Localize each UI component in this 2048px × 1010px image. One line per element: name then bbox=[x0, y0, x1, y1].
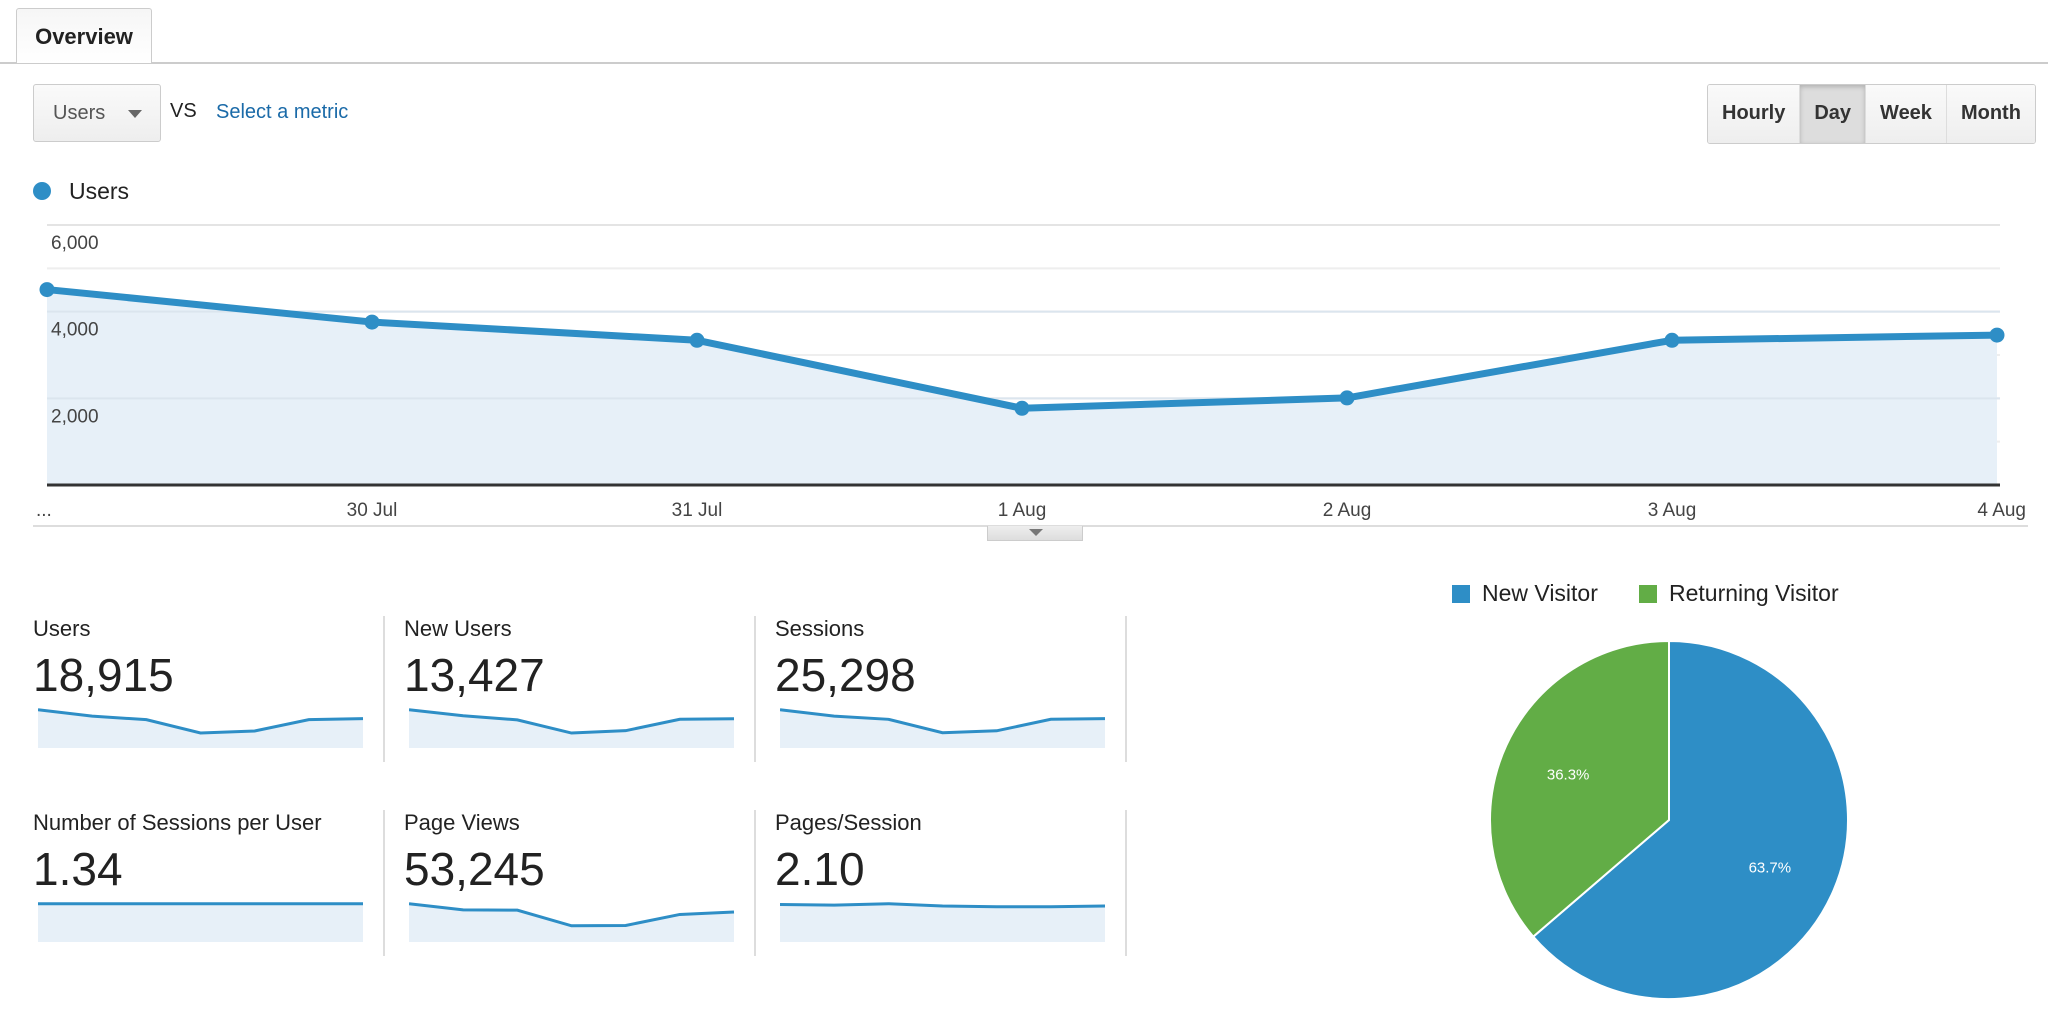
metric-label: Sessions bbox=[775, 616, 865, 641]
x-tick-label: 30 Jul bbox=[347, 500, 398, 521]
y-tick-label: 2,000 bbox=[51, 406, 99, 427]
tile-separator bbox=[754, 616, 756, 762]
data-point bbox=[39, 282, 55, 298]
x-tick-label: 3 Aug bbox=[1648, 500, 1697, 521]
sparkline-line bbox=[780, 708, 1106, 735]
pie-legend-returning: Returning Visitor bbox=[1639, 580, 1839, 607]
metric-label: Pages/Session bbox=[775, 810, 922, 835]
tile-separator bbox=[383, 616, 385, 762]
data-point bbox=[364, 314, 380, 330]
chevron-down-icon bbox=[1029, 529, 1043, 536]
metric-select-value: Users bbox=[53, 102, 106, 124]
tab-divider bbox=[0, 62, 2048, 64]
sparkline-area bbox=[409, 903, 734, 942]
pie-slice-label: 63.7% bbox=[1749, 859, 1792, 876]
area-fill bbox=[47, 289, 1997, 485]
legend-label: Users bbox=[69, 178, 130, 204]
x-tick-label: 4 Aug bbox=[1977, 500, 2026, 521]
data-point bbox=[1014, 400, 1030, 416]
tile-separator bbox=[383, 810, 385, 956]
month-button[interactable]: Month bbox=[1945, 85, 2035, 143]
y-tick-label: 6,000 bbox=[51, 233, 99, 254]
day-button[interactable]: Day bbox=[1799, 85, 1866, 143]
metric-label: New Users bbox=[404, 616, 512, 641]
data-point bbox=[689, 332, 705, 348]
sparkline-line bbox=[780, 902, 1106, 909]
metric-value: 25,298 bbox=[775, 649, 916, 701]
visitor-pie-chart: 63.7% 36.3% bbox=[1489, 639, 1849, 1000]
chart-expand-toggle[interactable] bbox=[987, 526, 1083, 541]
vs-label: VS bbox=[170, 100, 197, 122]
select-metric-link[interactable]: Select a metric bbox=[216, 101, 349, 123]
metric-value: 53,245 bbox=[404, 843, 545, 895]
metric-tile[interactable]: Number of Sessions per User 1.34 bbox=[33, 810, 373, 942]
sparkline-area bbox=[38, 903, 363, 942]
metric-label: Users bbox=[33, 616, 91, 641]
granularity-toggle: Hourly Day Week Month bbox=[1707, 84, 2036, 144]
pie-slice-label: 36.3% bbox=[1547, 767, 1590, 784]
metric-label: Page Views bbox=[404, 810, 520, 835]
metric-tile[interactable]: New Users 13,427 bbox=[404, 616, 744, 748]
sparkline-line bbox=[409, 708, 735, 735]
pie-slice bbox=[1531, 639, 1849, 1000]
sparkline-area bbox=[780, 903, 1105, 942]
metric-tile[interactable]: Sessions 25,298 bbox=[775, 616, 1115, 748]
data-point bbox=[1664, 332, 1680, 348]
pie-legend-label: New Visitor bbox=[1482, 580, 1598, 606]
metric-label: Number of Sessions per User bbox=[33, 810, 322, 835]
metric-sparkline bbox=[409, 708, 735, 748]
returning-visitor-swatch-icon bbox=[1639, 584, 1657, 603]
metric-value: 2.10 bbox=[775, 843, 865, 895]
metric-tile[interactable]: Pages/Session 2.10 bbox=[775, 810, 1115, 942]
y-tick-label: 4,000 bbox=[51, 320, 99, 341]
sparkline-line bbox=[38, 708, 364, 735]
sparkline-area bbox=[780, 709, 1105, 748]
metric-select[interactable]: Users bbox=[33, 84, 161, 142]
pie-legend-new: New Visitor bbox=[1452, 580, 1598, 607]
tile-separator bbox=[1125, 616, 1127, 762]
metric-value: 13,427 bbox=[404, 649, 545, 701]
legend-dot-icon bbox=[33, 182, 51, 200]
tile-separator bbox=[754, 810, 756, 956]
week-button[interactable]: Week bbox=[1865, 85, 1946, 143]
x-tick-label: 2 Aug bbox=[1323, 500, 1372, 521]
hourly-button[interactable]: Hourly bbox=[1708, 85, 1800, 143]
data-point bbox=[1339, 390, 1355, 406]
pie-slice bbox=[1489, 639, 1670, 939]
metric-sparkline bbox=[780, 708, 1106, 748]
metric-sparkline bbox=[780, 902, 1106, 942]
tab-overview[interactable]: Overview bbox=[16, 8, 152, 63]
metric-tile[interactable]: Page Views 53,245 bbox=[404, 810, 744, 942]
metric-sparkline bbox=[38, 708, 364, 748]
data-point bbox=[1989, 327, 2005, 343]
x-tick-label: 1 Aug bbox=[998, 500, 1047, 521]
metric-tile[interactable]: Users 18,915 bbox=[33, 616, 373, 748]
pie-legend-label: Returning Visitor bbox=[1669, 580, 1839, 606]
tile-separator bbox=[1125, 810, 1127, 956]
metric-value: 1.34 bbox=[33, 843, 123, 895]
sparkline-line bbox=[409, 902, 735, 928]
new-visitor-swatch-icon bbox=[1452, 584, 1470, 603]
users-line-chart: 6,000 4,000 2,000... 30 Jul 31 Jul 1 Aug 2 Aug… bbox=[36, 224, 2026, 521]
metric-sparkline bbox=[38, 902, 363, 942]
x-tick-label: ... bbox=[36, 500, 52, 521]
metric-value: 18,915 bbox=[33, 649, 174, 701]
metric-sparkline bbox=[409, 902, 735, 942]
dropdown-caret-icon bbox=[128, 110, 142, 118]
x-tick-label: 31 Jul bbox=[672, 500, 723, 521]
